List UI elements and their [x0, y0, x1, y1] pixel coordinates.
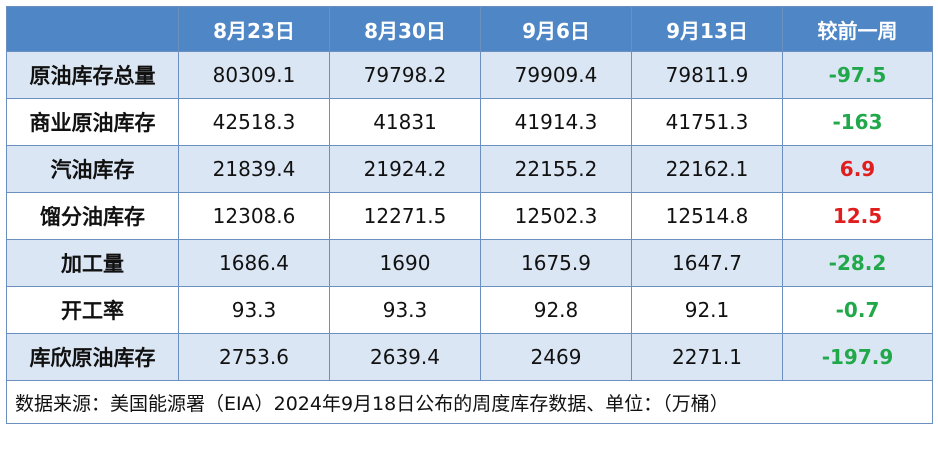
header-date-2: 8月30日: [329, 6, 481, 52]
header-date-3: 9月6日: [480, 6, 632, 52]
table-cell: 22155.2: [480, 145, 632, 193]
header-weekly-change: 较前一周: [782, 6, 933, 52]
row-label: 馏分油库存: [6, 192, 179, 240]
table-cell: 41751.3: [631, 98, 783, 146]
header-corner-cell: [6, 6, 179, 52]
table-cell: 41914.3: [480, 98, 632, 146]
table-cell: 92.8: [480, 286, 632, 334]
change-cell: -0.7: [782, 286, 933, 334]
source-note: 数据来源：美国能源署（EIA）2024年9月18日公布的周度库存数据、单位：（万…: [6, 380, 933, 424]
table-row: 商业原油库存 42518.3 41831 41914.3 41751.3 -16…: [6, 98, 933, 146]
table-cell: 1647.7: [631, 239, 783, 287]
inventory-table: 8月23日 8月30日 9月6日 9月13日 较前一周 原油库存总量 80309…: [6, 6, 933, 424]
table-cell: 80309.1: [178, 51, 330, 99]
table-row: 汽油库存 21839.4 21924.2 22155.2 22162.1 6.9: [6, 145, 933, 193]
header-date-1: 8月23日: [178, 6, 330, 52]
table-row: 开工率 93.3 93.3 92.8 92.1 -0.7: [6, 286, 933, 334]
table-cell: 93.3: [329, 286, 481, 334]
row-label: 原油库存总量: [6, 51, 179, 99]
table-cell: 41831: [329, 98, 481, 146]
table-cell: 21924.2: [329, 145, 481, 193]
table-row: 原油库存总量 80309.1 79798.2 79909.4 79811.9 -…: [6, 51, 933, 99]
table-row: 库欣原油库存 2753.6 2639.4 2469 2271.1 -197.9: [6, 333, 933, 381]
table-cell: 12271.5: [329, 192, 481, 240]
header-date-4: 9月13日: [631, 6, 783, 52]
table-cell: 21839.4: [178, 145, 330, 193]
header-row: 8月23日 8月30日 9月6日 9月13日 较前一周: [6, 6, 933, 52]
table-cell: 1686.4: [178, 239, 330, 287]
table-row: 馏分油库存 12308.6 12271.5 12502.3 12514.8 12…: [6, 192, 933, 240]
inventory-table-container: 8月23日 8月30日 9月6日 9月13日 较前一周 原油库存总量 80309…: [6, 6, 933, 444]
row-label: 开工率: [6, 286, 179, 334]
change-cell: -197.9: [782, 333, 933, 381]
table-body: 原油库存总量 80309.1 79798.2 79909.4 79811.9 -…: [6, 51, 933, 424]
table-cell: 79811.9: [631, 51, 783, 99]
table-cell: 2469: [480, 333, 632, 381]
row-label: 汽油库存: [6, 145, 179, 193]
table-cell: 22162.1: [631, 145, 783, 193]
table-cell: 2753.6: [178, 333, 330, 381]
footer-row: 数据来源：美国能源署（EIA）2024年9月18日公布的周度库存数据、单位：（万…: [6, 380, 933, 424]
table-cell: 79798.2: [329, 51, 481, 99]
table-header: 8月23日 8月30日 9月6日 9月13日 较前一周: [6, 6, 933, 52]
table-cell: 2271.1: [631, 333, 783, 381]
row-label: 商业原油库存: [6, 98, 179, 146]
table-row: 加工量 1686.4 1690 1675.9 1647.7 -28.2: [6, 239, 933, 287]
table-cell: 1690: [329, 239, 481, 287]
table-cell: 93.3: [178, 286, 330, 334]
change-cell: -28.2: [782, 239, 933, 287]
change-cell: -97.5: [782, 51, 933, 99]
change-cell: -163: [782, 98, 933, 146]
table-cell: 92.1: [631, 286, 783, 334]
change-cell: 12.5: [782, 192, 933, 240]
table-cell: 1675.9: [480, 239, 632, 287]
table-cell: 12308.6: [178, 192, 330, 240]
table-cell: 42518.3: [178, 98, 330, 146]
table-cell: 2639.4: [329, 333, 481, 381]
row-label: 库欣原油库存: [6, 333, 179, 381]
change-cell: 6.9: [782, 145, 933, 193]
table-cell: 12502.3: [480, 192, 632, 240]
row-label: 加工量: [6, 239, 179, 287]
table-cell: 12514.8: [631, 192, 783, 240]
table-cell: 79909.4: [480, 51, 632, 99]
